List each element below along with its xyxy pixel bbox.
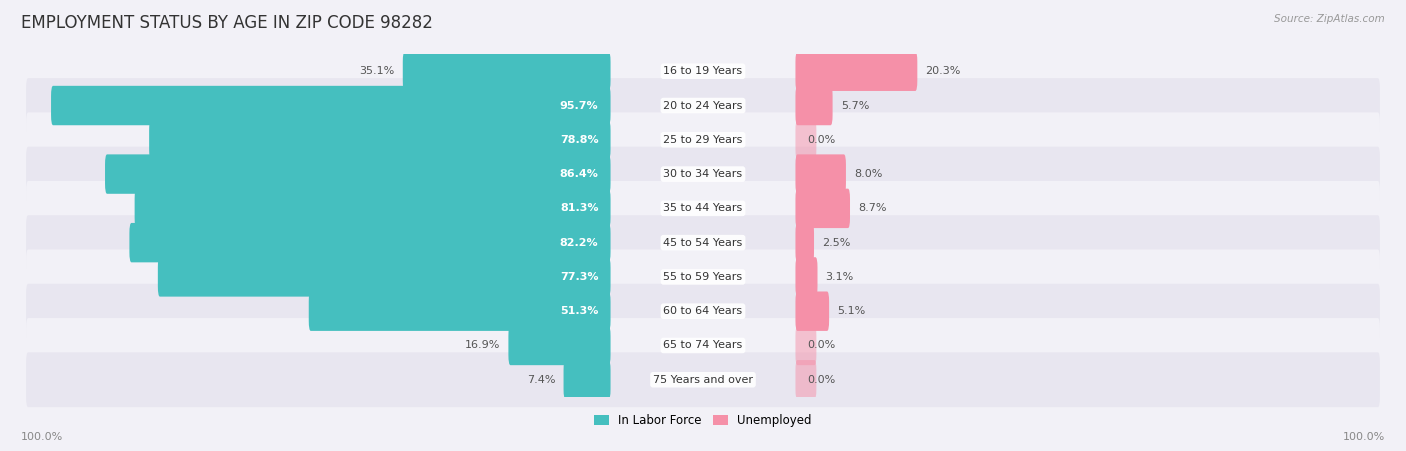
FancyBboxPatch shape bbox=[27, 44, 1379, 99]
FancyBboxPatch shape bbox=[796, 257, 817, 297]
FancyBboxPatch shape bbox=[796, 189, 851, 228]
Text: 82.2%: 82.2% bbox=[560, 238, 599, 248]
Text: 7.4%: 7.4% bbox=[527, 375, 555, 385]
FancyBboxPatch shape bbox=[796, 154, 846, 194]
Text: 8.0%: 8.0% bbox=[853, 169, 883, 179]
FancyBboxPatch shape bbox=[564, 360, 610, 400]
Text: 16 to 19 Years: 16 to 19 Years bbox=[664, 66, 742, 76]
Text: 8.7%: 8.7% bbox=[858, 203, 887, 213]
FancyBboxPatch shape bbox=[157, 257, 610, 297]
FancyBboxPatch shape bbox=[129, 223, 610, 262]
Text: 86.4%: 86.4% bbox=[560, 169, 599, 179]
Text: 16.9%: 16.9% bbox=[465, 341, 501, 350]
FancyBboxPatch shape bbox=[27, 318, 1379, 373]
FancyBboxPatch shape bbox=[27, 147, 1379, 202]
Text: 51.3%: 51.3% bbox=[560, 306, 599, 316]
FancyBboxPatch shape bbox=[796, 360, 817, 400]
Text: 5.7%: 5.7% bbox=[841, 101, 869, 110]
Text: 65 to 74 Years: 65 to 74 Years bbox=[664, 341, 742, 350]
FancyBboxPatch shape bbox=[27, 181, 1379, 236]
Text: 3.1%: 3.1% bbox=[825, 272, 853, 282]
FancyBboxPatch shape bbox=[135, 189, 610, 228]
FancyBboxPatch shape bbox=[27, 249, 1379, 304]
Text: 0.0%: 0.0% bbox=[807, 135, 835, 145]
FancyBboxPatch shape bbox=[796, 223, 814, 262]
FancyBboxPatch shape bbox=[796, 86, 832, 125]
Text: 0.0%: 0.0% bbox=[807, 375, 835, 385]
FancyBboxPatch shape bbox=[27, 352, 1379, 407]
Text: 25 to 29 Years: 25 to 29 Years bbox=[664, 135, 742, 145]
FancyBboxPatch shape bbox=[796, 326, 817, 365]
Text: 2.5%: 2.5% bbox=[823, 238, 851, 248]
Text: 30 to 34 Years: 30 to 34 Years bbox=[664, 169, 742, 179]
Text: 55 to 59 Years: 55 to 59 Years bbox=[664, 272, 742, 282]
Text: 20 to 24 Years: 20 to 24 Years bbox=[664, 101, 742, 110]
Text: 20.3%: 20.3% bbox=[925, 66, 960, 76]
Text: 100.0%: 100.0% bbox=[21, 432, 63, 442]
FancyBboxPatch shape bbox=[509, 326, 610, 365]
FancyBboxPatch shape bbox=[796, 291, 830, 331]
Text: 100.0%: 100.0% bbox=[1343, 432, 1385, 442]
Text: 95.7%: 95.7% bbox=[560, 101, 599, 110]
Text: 60 to 64 Years: 60 to 64 Years bbox=[664, 306, 742, 316]
Text: 77.3%: 77.3% bbox=[560, 272, 599, 282]
Text: 78.8%: 78.8% bbox=[560, 135, 599, 145]
Text: 45 to 54 Years: 45 to 54 Years bbox=[664, 238, 742, 248]
FancyBboxPatch shape bbox=[51, 86, 610, 125]
FancyBboxPatch shape bbox=[105, 154, 610, 194]
Text: 35.1%: 35.1% bbox=[360, 66, 395, 76]
Legend: In Labor Force, Unemployed: In Labor Force, Unemployed bbox=[589, 410, 817, 432]
FancyBboxPatch shape bbox=[309, 291, 610, 331]
FancyBboxPatch shape bbox=[402, 51, 610, 91]
FancyBboxPatch shape bbox=[796, 51, 917, 91]
FancyBboxPatch shape bbox=[796, 120, 817, 160]
Text: EMPLOYMENT STATUS BY AGE IN ZIP CODE 98282: EMPLOYMENT STATUS BY AGE IN ZIP CODE 982… bbox=[21, 14, 433, 32]
Text: 75 Years and over: 75 Years and over bbox=[652, 375, 754, 385]
FancyBboxPatch shape bbox=[27, 78, 1379, 133]
Text: Source: ZipAtlas.com: Source: ZipAtlas.com bbox=[1274, 14, 1385, 23]
Text: 5.1%: 5.1% bbox=[837, 306, 866, 316]
Text: 81.3%: 81.3% bbox=[560, 203, 599, 213]
FancyBboxPatch shape bbox=[27, 112, 1379, 167]
FancyBboxPatch shape bbox=[149, 120, 610, 160]
FancyBboxPatch shape bbox=[27, 215, 1379, 270]
FancyBboxPatch shape bbox=[27, 284, 1379, 339]
Text: 35 to 44 Years: 35 to 44 Years bbox=[664, 203, 742, 213]
Text: 0.0%: 0.0% bbox=[807, 341, 835, 350]
